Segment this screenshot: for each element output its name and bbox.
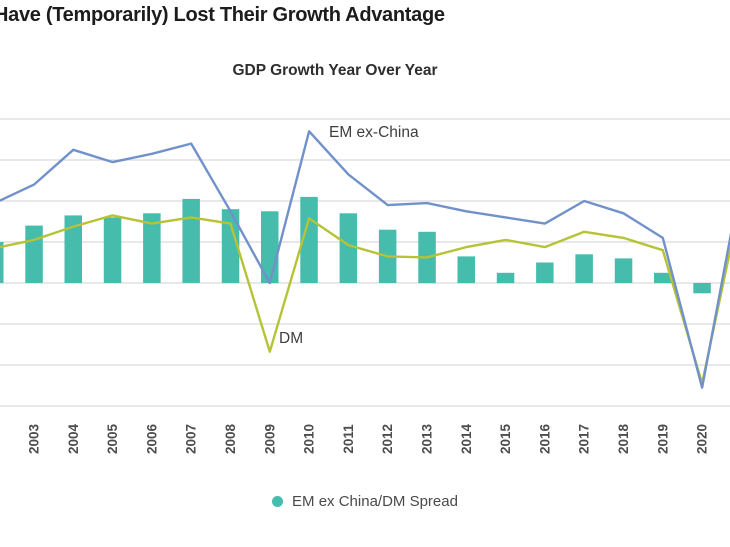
x-tick-2018: 2018 xyxy=(616,423,631,454)
x-tick-2007: 2007 xyxy=(184,424,199,454)
dm-line xyxy=(0,214,730,385)
spread-bar-2015 xyxy=(496,272,515,284)
spread-bar-2003 xyxy=(25,225,43,283)
spread-bar-2002 xyxy=(0,242,4,283)
spread-bar-2016 xyxy=(536,262,554,283)
x-tick-2005: 2005 xyxy=(105,423,120,454)
x-tick-2003: 2003 xyxy=(27,423,42,454)
x-tick-2017: 2017 xyxy=(577,424,592,454)
spread-bar-2004 xyxy=(64,215,82,283)
em-ex-china-line xyxy=(0,130,730,389)
spread-bar-2020 xyxy=(693,283,711,294)
spread-bar-2008 xyxy=(221,209,240,283)
x-tick-2014: 2014 xyxy=(459,423,474,454)
em-ex-china-line-annotation: EM ex-China xyxy=(329,124,419,141)
x-tick-2020: 2020 xyxy=(695,424,710,454)
spread-bar-2007 xyxy=(182,198,200,283)
x-tick-2009: 2009 xyxy=(262,424,277,454)
spread-bar-2010 xyxy=(300,196,318,283)
x-tick-2010: 2010 xyxy=(302,424,317,454)
x-tick-2012: 2012 xyxy=(380,424,395,454)
x-tick-2013: 2013 xyxy=(420,423,435,454)
page-title: Have (Temporarily) Lost Their Growth Adv… xyxy=(0,4,445,26)
spread-bar-2019 xyxy=(654,272,672,284)
legend-label: EM ex China/DM Spread xyxy=(292,493,458,510)
chart-title: GDP Growth Year Over Year xyxy=(232,62,438,79)
legend-dot-icon xyxy=(272,496,284,507)
x-tick-2008: 2008 xyxy=(223,423,238,454)
x-tick-2019: 2019 xyxy=(655,424,670,454)
x-tick-2006: 2006 xyxy=(144,423,159,454)
spread-bar-2011 xyxy=(339,213,358,283)
x-tick-2016: 2016 xyxy=(537,423,552,454)
spread-bar-2017 xyxy=(575,254,593,283)
x-tick-2004: 2004 xyxy=(66,423,81,454)
spread-bar-2005 xyxy=(103,217,122,283)
spread-bar-2014 xyxy=(457,256,475,284)
dm-line-annotation: DM xyxy=(279,330,304,347)
spread-bar-2018 xyxy=(614,258,633,283)
x-tick-2011: 2011 xyxy=(341,424,356,454)
legend: EM ex China/DM Spread xyxy=(0,493,730,510)
spread-bar-2006 xyxy=(143,213,161,283)
x-tick-2015: 2015 xyxy=(498,423,513,454)
gdp-growth-chart: 2003 2004 2005 2006 2007 2008 2009 2010 2011 2012… xyxy=(0,118,730,454)
